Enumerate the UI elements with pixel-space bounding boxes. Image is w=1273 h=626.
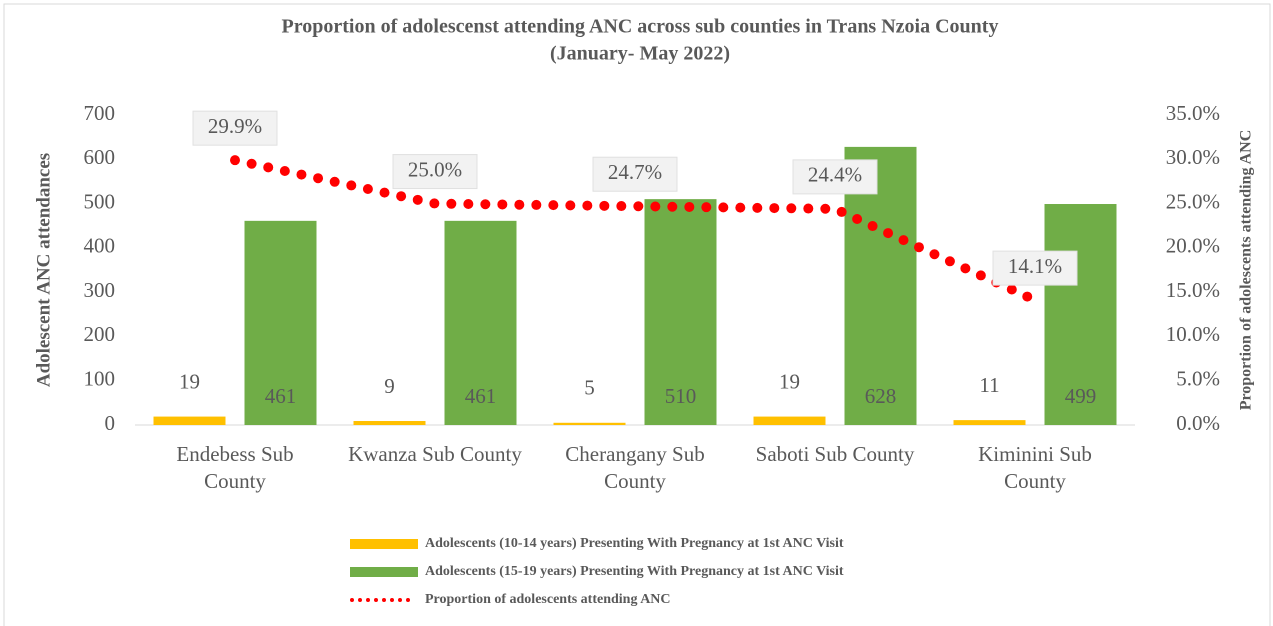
data-label: 628 <box>865 384 897 408</box>
legend-marker <box>350 539 418 549</box>
data-label: 499 <box>1065 384 1097 408</box>
bar <box>1044 204 1117 425</box>
y2-tick-label: 0.0% <box>1176 411 1220 435</box>
legend-label: Adolescents (10-14 years) Presenting Wit… <box>425 536 844 551</box>
bar <box>553 422 626 425</box>
data-label: 11 <box>979 373 999 397</box>
data-label: 24.7% <box>608 160 662 184</box>
y2-tick-label: 35.0% <box>1166 101 1220 125</box>
bar <box>353 421 426 425</box>
legend-label: Adolescents (15-19 years) Presenting Wit… <box>425 564 844 579</box>
data-label: 9 <box>384 374 395 398</box>
line <box>230 155 1040 306</box>
bar <box>444 220 517 425</box>
chart-frame <box>3 3 1271 626</box>
data-label: 19 <box>779 369 800 393</box>
y-axis-title: Adolescent ANC attendances <box>33 153 54 387</box>
bar <box>953 420 1026 425</box>
y-tick-label: 0 <box>105 411 116 435</box>
data-label: 14.1% <box>1008 254 1062 278</box>
y2-tick-label: 30.0% <box>1166 145 1220 169</box>
data-label-box <box>992 250 1078 286</box>
y2-axis-title: Proportion of adolescents attending ANC <box>1238 130 1255 411</box>
data-label: 25.0% <box>408 157 462 181</box>
data-label: 29.9% <box>208 114 262 138</box>
bar <box>153 416 226 425</box>
legend-marker <box>350 567 418 577</box>
legend-label: Proportion of adolescents attending ANC <box>425 592 671 607</box>
x-tick-label: Cherangany Sub County <box>565 442 705 493</box>
data-label-box <box>792 159 878 195</box>
y2-tick-label: 25.0% <box>1166 189 1220 213</box>
y-tick-label: 200 <box>84 322 116 346</box>
bar <box>753 416 826 425</box>
x-tick-label: Kwanza Sub County <box>348 442 522 466</box>
y2-tick-label: 20.0% <box>1166 234 1220 258</box>
data-label: 19 <box>179 369 200 393</box>
y2-tick-label: 5.0% <box>1176 367 1220 391</box>
chart-title: Proportion of adolescenst attending ANC … <box>282 16 999 38</box>
y-tick-label: 500 <box>84 189 116 213</box>
x-tick-label: Endebess Sub County <box>176 442 294 493</box>
data-label: 5 <box>584 376 595 400</box>
y-tick-label: 700 <box>84 101 116 125</box>
x-tick-label: Saboti Sub County <box>755 442 915 466</box>
chart-subtitle: (January- May 2022) <box>550 43 730 65</box>
data-label: 461 <box>465 384 497 408</box>
y-tick-label: 100 <box>84 367 116 391</box>
bar <box>644 199 717 425</box>
data-label: 510 <box>665 384 697 408</box>
y2-tick-label: 10.0% <box>1166 322 1220 346</box>
y2-tick-label: 15.0% <box>1166 278 1220 302</box>
data-label-box <box>592 156 678 192</box>
y-tick-label: 400 <box>84 234 116 258</box>
data-label-box <box>392 154 478 190</box>
data-label-box <box>192 110 278 146</box>
y-tick-label: 300 <box>84 278 116 302</box>
data-label: 461 <box>265 384 297 408</box>
y-tick-label: 600 <box>84 145 116 169</box>
x-tick-label: Kiminini Sub County <box>978 442 1092 493</box>
bar <box>244 220 317 425</box>
data-label: 24.4% <box>808 163 862 187</box>
